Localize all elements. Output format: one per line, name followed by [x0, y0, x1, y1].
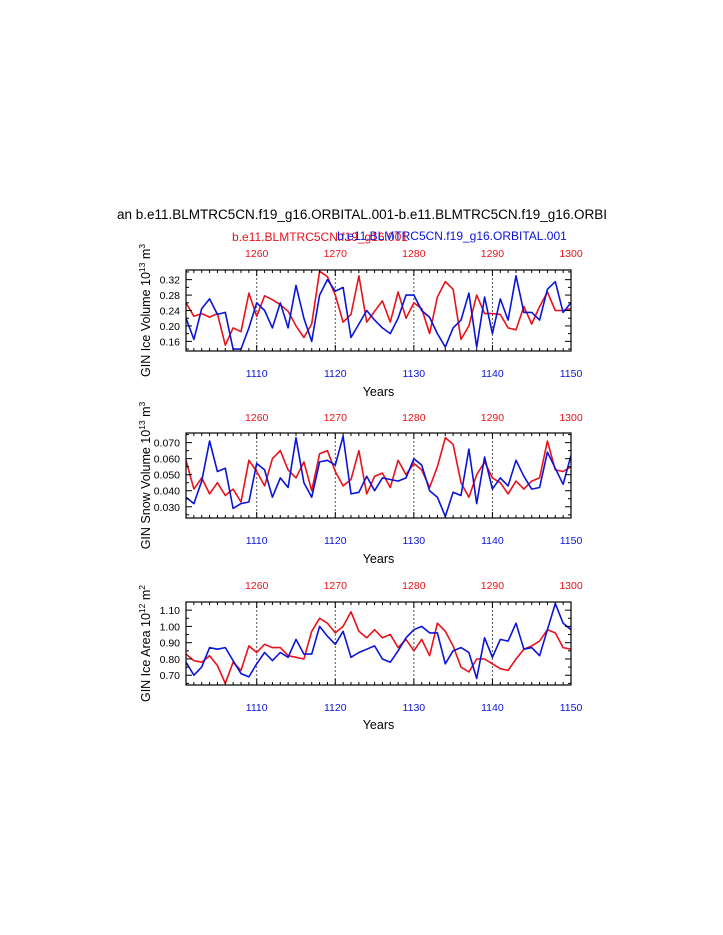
series-line-blue: [186, 274, 571, 350]
y-axis-label-unit-exponent: 3: [137, 244, 147, 249]
y-axis-label: GIN Snow Volume 1013 m3: [137, 401, 153, 549]
x-tick-label-bottom: 1120: [324, 368, 347, 380]
x-tick-label-bottom: 1130: [403, 535, 426, 547]
y-axis-label-unit: m: [139, 406, 153, 420]
y-axis-label-exponent: 13: [137, 420, 147, 430]
x-tick-label-top: 1300: [559, 580, 583, 592]
series-line-blue: [186, 435, 571, 518]
x-tick-label-bottom: 1110: [246, 702, 268, 714]
x-tick-label-bottom: 1140: [481, 368, 504, 380]
x-tick-label-bottom: 1150: [560, 535, 583, 547]
y-tick-label: 0.24: [160, 306, 181, 318]
x-tick-label-top: 1260: [245, 580, 269, 592]
series-line-red: [186, 270, 571, 347]
y-tick-label: 0.32: [160, 275, 181, 287]
y-tick-label: 0.20: [160, 321, 181, 333]
x-tick-label-bottom: 1120: [324, 702, 347, 714]
y-axis-label-main: GIN Ice Area 10: [139, 613, 153, 702]
plot-frame: [185, 601, 572, 686]
y-axis-label: GIN Ice Area 1012 m2: [137, 585, 153, 702]
x-tick-label-bottom: 1110: [246, 535, 268, 547]
panel-1: 1110 1120 1130 1140 1150 1260 1270 1280 1290 1300…: [137, 244, 583, 399]
y-tick-label: 0.80: [160, 654, 181, 666]
x-tick-label-top: 1280: [402, 580, 426, 592]
x-tick-label-top: 1260: [245, 412, 269, 424]
x-tick-label-top: 1290: [481, 580, 505, 592]
series-line-blue: [186, 602, 571, 680]
y-axis-label-main: GIN Snow Volume 10: [139, 430, 153, 550]
x-tick-label-bottom: 1140: [481, 702, 504, 714]
y-tick-label: 0.060: [154, 454, 180, 466]
y-axis-label-unit: m: [139, 590, 153, 604]
y-tick-label: 0.030: [154, 502, 180, 514]
y-tick-label: 0.90: [160, 638, 181, 650]
x-tick-label-top: 1270: [324, 412, 348, 424]
x-tick-label-bottom: 1130: [403, 368, 426, 380]
y-tick-label: 0.70: [160, 670, 181, 682]
y-axis-label-main: GIN Ice Volume 10: [139, 272, 153, 377]
x-tick-label-top: 1280: [402, 248, 426, 260]
legend-blue-label: b.e11.BLMTRC5CN.f19_g16.ORBITAL.001: [337, 229, 567, 243]
x-tick-label-top: 1270: [324, 248, 348, 260]
x-tick-label-top: 1300: [559, 248, 583, 260]
y-tick-label: 1.00: [160, 621, 181, 633]
panel-3: 1110 1120 1130 1140 1150 1260 1270 1280 1290 1300…: [137, 580, 583, 732]
y-tick-label: 0.16: [160, 336, 181, 348]
x-tick-label-top: 1300: [559, 412, 583, 424]
x-tick-label-top: 1260: [245, 248, 269, 260]
x-tick-label-top: 1270: [324, 580, 348, 592]
x-tick-label-bottom: 1150: [560, 368, 583, 380]
x-tick-label-top: 1280: [402, 412, 426, 424]
x-axis-label: Years: [363, 552, 395, 566]
y-tick-label: 0.28: [160, 290, 181, 302]
y-tick-label: 0.050: [154, 470, 180, 482]
x-axis-label: Years: [363, 385, 395, 399]
y-axis-label-unit-exponent: 2: [137, 585, 147, 590]
y-axis-label-unit-exponent: 3: [137, 401, 147, 406]
y-tick-label: 0.070: [154, 438, 180, 450]
plot-frame: [185, 269, 572, 352]
x-tick-label-bottom: 1150: [560, 702, 583, 714]
y-axis-label-unit: m: [139, 249, 153, 263]
x-tick-label-top: 1290: [481, 412, 505, 424]
x-tick-label-bottom: 1130: [403, 702, 426, 714]
y-tick-label: 1.10: [160, 605, 181, 617]
panel-2: 1110 1120 1130 1140 1150 1260 1270 1280 1290 1300…: [137, 401, 583, 566]
y-axis-label: GIN Ice Volume 1013 m3: [137, 244, 153, 377]
y-axis-label-exponent: 13: [137, 262, 147, 272]
x-axis-label: Years: [363, 718, 395, 732]
plot-frame: [185, 432, 572, 519]
y-axis-label-exponent: 12: [137, 603, 147, 613]
legend-red-label: b.e11.BLMTRC5CN.f19_g16.001: [232, 230, 408, 244]
figure-title: an b.e11.BLMTRC5CN.f19_g16.ORBITAL.001-b…: [117, 207, 607, 222]
y-tick-label: 0.040: [154, 486, 180, 498]
x-tick-label-bottom: 1140: [481, 535, 504, 547]
series-line-red: [186, 436, 571, 503]
x-tick-label-bottom: 1120: [324, 535, 347, 547]
x-tick-label-top: 1290: [481, 248, 505, 260]
x-tick-label-bottom: 1110: [246, 368, 268, 380]
panels-group: 1110 1120 1130 1140 1150 1260 1270 1280 1290 1300…: [137, 244, 583, 732]
series-line-red: [186, 610, 571, 685]
